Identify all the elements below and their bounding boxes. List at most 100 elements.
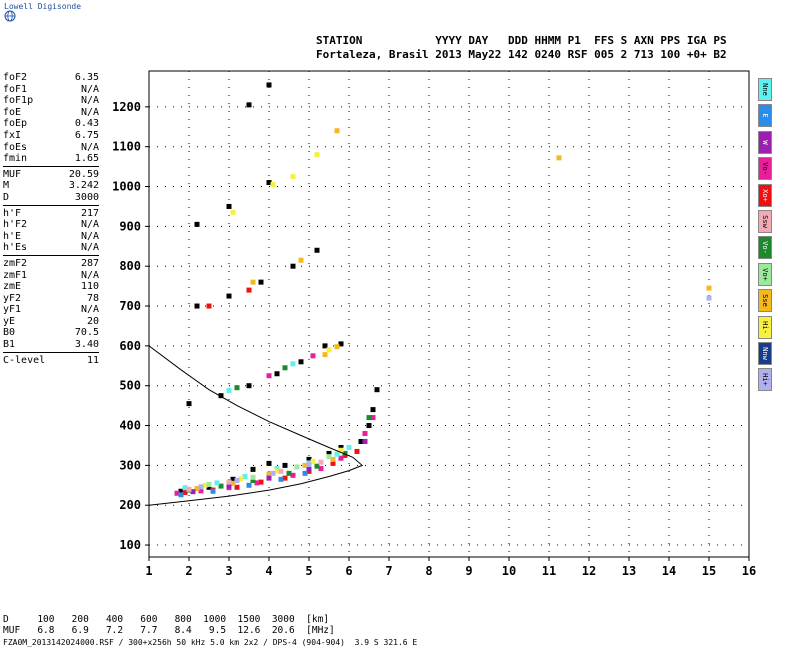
echo-point [326, 454, 332, 460]
echo-point [258, 279, 264, 285]
param-label: D [3, 191, 10, 203]
param-row: MUF 20.59 [3, 169, 99, 181]
legend-entry: Vo- [758, 236, 772, 260]
x-tick-label: 7 [385, 564, 392, 578]
echo-point [290, 174, 296, 180]
echo-point [230, 476, 236, 482]
legend-entry: Hi- [758, 315, 772, 339]
param-label: fmin [3, 153, 28, 165]
echo-point [338, 444, 344, 450]
param-row: h'E N/A [3, 231, 99, 243]
echo-point [274, 468, 280, 474]
logo-text: Lowell Digisonde [4, 2, 82, 11]
legend-label: Vo+ [761, 267, 769, 281]
echo-point [230, 480, 236, 486]
param-row: yE 20 [3, 316, 99, 328]
x-tick-label: 6 [345, 564, 352, 578]
legend-label: Vo- [761, 241, 769, 255]
x-tick-label: 9 [465, 564, 472, 578]
param-row: C-level 11 [3, 355, 99, 367]
param-value: 217 [80, 207, 99, 219]
echo-point [254, 480, 260, 486]
echo-point [186, 401, 192, 407]
echo-point [334, 344, 340, 350]
echo-series [194, 128, 712, 491]
echo-point [206, 481, 212, 487]
param-value: 3000 [74, 191, 99, 203]
param-row: M 3.242 [3, 180, 99, 192]
y-tick-label: 900 [119, 219, 141, 233]
y-tick-label: 200 [119, 498, 141, 512]
y-tick-label: 300 [119, 458, 141, 472]
legend-entry: Hi+ [758, 368, 772, 392]
echo-series [206, 454, 332, 487]
echo-point [246, 383, 252, 389]
param-label: fxI [3, 129, 22, 141]
echo-point [362, 438, 368, 444]
echo-series [182, 361, 352, 491]
echo-point [206, 484, 212, 490]
echo-point [290, 472, 296, 478]
file-info: FZA0M_2013142024000.RSF / 300+x256h 50 k… [3, 638, 418, 647]
echo-point [266, 373, 272, 379]
legend-label: Xo+ [761, 188, 769, 202]
echo-point [182, 489, 188, 495]
echo-point [226, 203, 232, 209]
param-label: zmE [3, 281, 22, 293]
echo-point [218, 483, 224, 489]
param-separator [3, 351, 99, 353]
echo-point [334, 128, 340, 134]
globe-icon [4, 10, 16, 22]
echo-point [234, 484, 240, 490]
param-value: 78 [86, 292, 99, 304]
echo-point [706, 295, 712, 301]
param-row: D 3000 [3, 192, 99, 204]
echo-point [258, 479, 264, 485]
y-tick-label: 1000 [112, 180, 141, 194]
echo-point [306, 462, 312, 468]
legend-entry: W [758, 130, 772, 154]
echo-point [214, 480, 220, 486]
echo-point [266, 471, 272, 477]
echo-point [338, 341, 344, 347]
echo-point [190, 489, 196, 495]
echo-series [190, 438, 368, 495]
param-value: 0.43 [74, 118, 99, 130]
x-tick-label: 12 [582, 564, 596, 578]
param-separator [3, 165, 99, 167]
param-row: zmF2 287 [3, 258, 99, 270]
echo-point [298, 257, 304, 263]
x-tick-label: 1 [145, 564, 152, 578]
param-value: 110 [80, 281, 99, 293]
legend-label: Vo- [761, 162, 769, 175]
legend-entry: Nnw [758, 341, 772, 365]
param-label: yE [3, 315, 16, 327]
echo-point [282, 462, 288, 468]
param-row: foF1p N/A [3, 95, 99, 107]
echo-point [226, 293, 232, 299]
echo-point [246, 482, 252, 488]
param-label: foF2 [3, 72, 28, 83]
param-label: yF2 [3, 292, 22, 304]
echo-point [334, 451, 340, 457]
param-value: N/A [80, 230, 99, 242]
param-label: C-level [3, 354, 46, 366]
axis-ticks: 1 2 3 4 5 6 7 8 9 10 11 12 13 14 15 1610020030040050060… [112, 100, 756, 578]
echo-point [362, 431, 368, 437]
param-label: MUF [3, 168, 22, 180]
param-label: foE [3, 106, 22, 118]
echo-point [326, 450, 332, 456]
legend-label: Sse [761, 294, 769, 307]
param-value: N/A [80, 106, 99, 118]
param-label: foF1p [3, 95, 34, 107]
y-tick-label: 800 [119, 259, 141, 273]
echo-point [286, 470, 292, 476]
echo-point [556, 155, 562, 161]
echo-point [250, 474, 256, 480]
x-tick-label: 13 [622, 564, 636, 578]
muf-distance-labels: D 100 200 400 600 800 1000 1500 3000 [km… [3, 614, 330, 625]
param-label: M [3, 180, 10, 192]
echo-point [226, 479, 232, 485]
echo-traces [174, 82, 712, 498]
param-row: h'Es N/A [3, 242, 99, 254]
